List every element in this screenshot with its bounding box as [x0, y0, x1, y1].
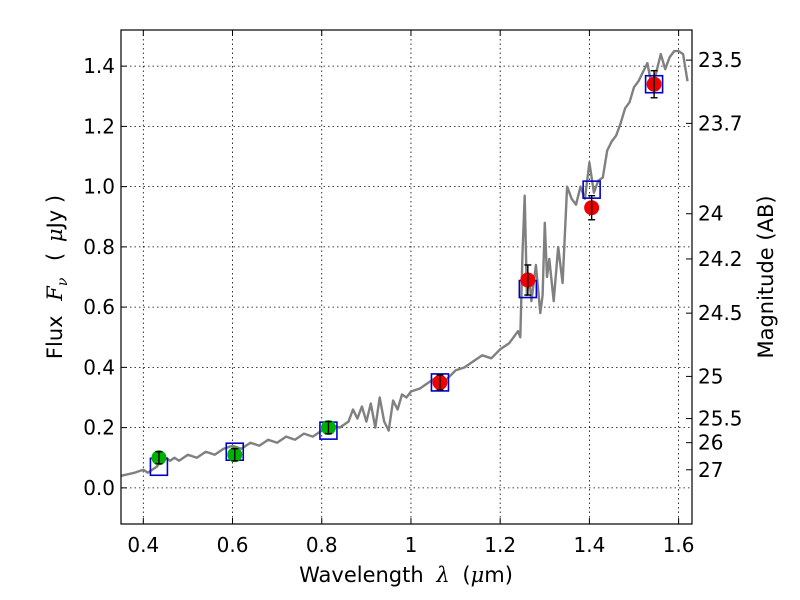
- y-axis-label-unit: Jy ): [43, 195, 67, 231]
- error-bar-layer: [155, 69, 658, 465]
- x-tick-label: 1.6: [663, 533, 695, 557]
- y-tick-labels: 0.0 0.2 0.4 0.6 0.8 1.0 1.2 1.4: [83, 54, 115, 500]
- y-axis-label-mu: μ: [43, 228, 67, 242]
- x-tick-label: 1.4: [573, 533, 605, 557]
- x-tick-label: 1: [405, 533, 418, 557]
- x-axis-label-mu: μ: [471, 563, 485, 587]
- axis-ticks: [121, 30, 692, 524]
- y-tick-label: 1.0: [83, 175, 115, 199]
- x-tick-label: 0.8: [306, 533, 338, 557]
- plot-frame: [120, 29, 693, 525]
- y2-axis-label: Magnitude (AB): [754, 195, 778, 358]
- y2-tick-label: 26: [698, 431, 723, 455]
- y2-tick-label: 25: [698, 364, 723, 388]
- y-axis-label-subscript: ν: [55, 277, 71, 286]
- y2-tick-label: 24: [698, 202, 723, 226]
- y2-tick-label: 27: [698, 458, 723, 482]
- y2-tick-labels: 23.5 23.7 24 24.2 24.5 25 25.526 27: [698, 48, 743, 482]
- y-tick-label: 0.8: [83, 235, 115, 259]
- y-tick-label: 1.2: [83, 114, 115, 138]
- plot-background: [121, 30, 692, 524]
- y2-tick-label: 23.7: [698, 111, 743, 135]
- observed-points-layer: [151, 76, 662, 466]
- y-tick-label: 0.4: [83, 355, 115, 379]
- x-axis-label: Wavelength λ (μm): [299, 563, 513, 587]
- grid-lines: [121, 30, 692, 524]
- x-axis-label-unit: m): [484, 563, 513, 587]
- y-tick-label: 0.2: [83, 416, 115, 440]
- spectrum-line: [120, 49, 689, 477]
- y-tick-label: 0.0: [83, 476, 115, 500]
- y2-tick-label: 24.5: [698, 301, 743, 325]
- y-axis-label-symbol: F: [43, 285, 67, 302]
- x-tick-label: 0.4: [127, 533, 159, 557]
- y2-tick-label: 24.2: [698, 247, 743, 271]
- y2-tick-label: 25.5: [698, 407, 743, 431]
- y-axis-label-prefix: Flux: [43, 315, 67, 359]
- y-tick-label: 1.4: [83, 54, 115, 78]
- x-tick-label: 1.2: [484, 533, 516, 557]
- y-axis-label: Flux Fν ( μJy ): [43, 195, 72, 359]
- x-tick-labels: 0.4 0.6 0.8 1 1.2 1.4 1.6: [127, 533, 694, 557]
- model-photometry-square: [430, 373, 450, 392]
- y-tick-label: 0.6: [83, 295, 115, 319]
- y2-tick-label: 23.5: [698, 48, 743, 72]
- x-axis-label-symbol: λ: [435, 563, 449, 587]
- x-axis-label-prefix: Wavelength: [299, 563, 424, 587]
- spectrum-layer: [120, 49, 689, 477]
- x-axis-label-open: (: [462, 563, 470, 587]
- x-tick-label: 0.6: [217, 533, 249, 557]
- y-axis-label-open: (: [43, 253, 67, 261]
